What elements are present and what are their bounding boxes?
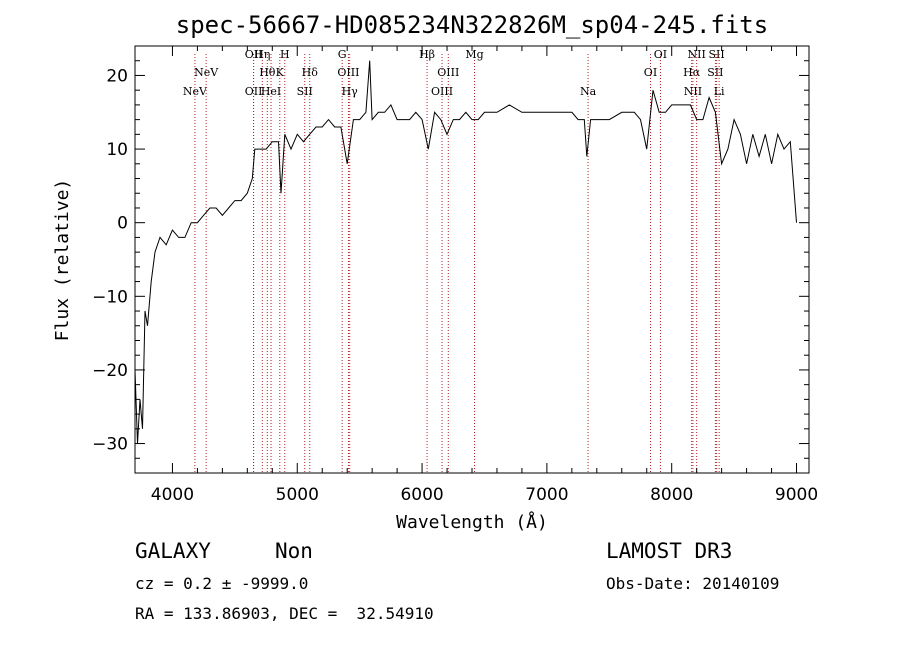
y-tick-label: −30 bbox=[92, 435, 128, 455]
line-label: Hγ bbox=[342, 85, 359, 98]
x-axis-label: Wavelength (Å) bbox=[396, 511, 548, 533]
line-label: OIII bbox=[337, 66, 359, 79]
line-label: K bbox=[276, 66, 285, 79]
line-label: OI bbox=[654, 48, 667, 61]
y-tick-label: −20 bbox=[92, 361, 128, 381]
line-label: NII bbox=[684, 85, 702, 98]
object-class: GALAXY bbox=[135, 539, 211, 563]
axes: 4000 5000 6000 7000 8000 9000 −30 −20 −10 0 10 20 bbox=[92, 46, 818, 505]
line-label: G bbox=[338, 48, 347, 61]
ra-dec: RA = 133.86903, DEC = 32.54910 bbox=[135, 604, 434, 623]
emission-line-markers: NeVNeVOIIOIIHηHθHeIKHSIIHδGOIIIHγHβOIIIO… bbox=[183, 48, 725, 473]
line-label: OIII bbox=[431, 85, 453, 98]
line-label: Li bbox=[714, 85, 725, 98]
line-label: Hθ bbox=[259, 66, 276, 79]
line-label: Hδ bbox=[302, 66, 319, 79]
line-label: SII bbox=[707, 66, 723, 79]
line-label: Hη bbox=[254, 48, 270, 61]
y-tick-label: 0 bbox=[117, 214, 128, 234]
obs-date: Obs-Date: 20140109 bbox=[606, 574, 780, 593]
line-label: SII bbox=[297, 85, 313, 98]
x-tick-label: 9000 bbox=[775, 485, 818, 505]
line-label: OII bbox=[245, 85, 263, 98]
survey-name: LAMOST DR3 bbox=[606, 539, 733, 563]
line-label: Mg bbox=[465, 48, 483, 61]
object-subclass: Non bbox=[275, 539, 313, 563]
line-label: OI bbox=[644, 66, 657, 79]
line-label: SII bbox=[709, 48, 725, 61]
plot-frame bbox=[134, 45, 810, 474]
line-label: Hα bbox=[683, 66, 701, 79]
redshift-cz: cz = 0.2 ± -9999.0 bbox=[135, 574, 309, 593]
line-label: NeV bbox=[183, 85, 208, 98]
x-tick-label: 7000 bbox=[525, 485, 568, 505]
spectrum-line bbox=[134, 60, 797, 444]
line-label: Hβ bbox=[419, 48, 435, 61]
x-tick-label: 5000 bbox=[276, 485, 319, 505]
y-tick-label: −10 bbox=[92, 287, 128, 307]
y-tick-label: 20 bbox=[106, 66, 128, 86]
chart-title: spec-56667-HD085234N322826M_sp04-245.fit… bbox=[176, 11, 768, 39]
x-tick-label: 4000 bbox=[151, 485, 194, 505]
line-label: NII bbox=[688, 48, 706, 61]
line-label: NeV bbox=[194, 66, 219, 79]
y-tick-label: 10 bbox=[106, 140, 128, 160]
y-axis-label: Flux (relative) bbox=[52, 179, 73, 342]
x-tick-label: 8000 bbox=[650, 485, 693, 505]
line-label: OIII bbox=[437, 66, 459, 79]
line-label: HeI bbox=[261, 85, 281, 98]
line-label: H bbox=[280, 48, 290, 61]
x-tick-label: 6000 bbox=[400, 485, 443, 505]
line-label: Na bbox=[580, 85, 597, 98]
